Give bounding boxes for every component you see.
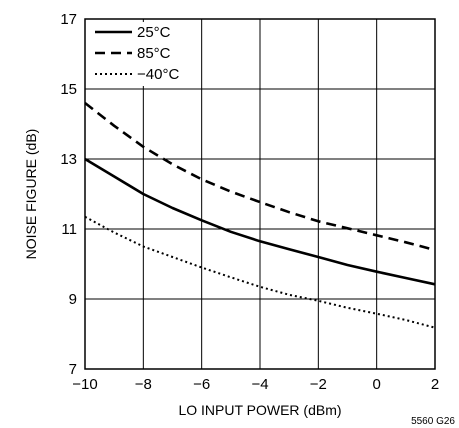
x-tick-label: −8	[135, 376, 152, 393]
y-tick-label: 9	[69, 291, 77, 308]
series-line-0	[84, 157, 436, 286]
x-tick-labels: −10 −8 −6 −4 −2 0 2	[72, 376, 439, 393]
x-tick-label: −10	[72, 376, 97, 393]
series-line-1	[84, 101, 436, 252]
legend-label-2: −40°C	[137, 66, 179, 83]
legend-label-1: 85°C	[137, 45, 171, 62]
y-tick-label: 11	[61, 221, 77, 238]
y-tick-label: 7	[69, 361, 77, 378]
legend: 25°C 85°C −40°C	[88, 22, 200, 86]
x-tick-label: 2	[431, 376, 439, 393]
x-tick-label: −4	[251, 376, 268, 393]
x-tick-label: −6	[193, 376, 210, 393]
y-tick-label: 15	[60, 81, 77, 98]
series-lines	[84, 101, 436, 329]
y-tick-label: 13	[60, 151, 77, 168]
y-tick-labels: 7 9 11 13 15 17	[60, 11, 77, 378]
figure-code: 5560 G26	[411, 416, 455, 427]
x-tick-label: 0	[372, 376, 380, 393]
y-axis-label: NOISE FIGURE (dB)	[23, 129, 39, 260]
grid-lines	[85, 19, 435, 369]
y-tick-label: 17	[60, 11, 77, 28]
x-tick-label: −2	[310, 376, 327, 393]
plot-frame	[84, 18, 436, 370]
series-line-2	[84, 215, 436, 329]
x-axis-label: LO INPUT POWER (dBm)	[178, 402, 341, 418]
legend-label-0: 25°C	[137, 24, 171, 41]
